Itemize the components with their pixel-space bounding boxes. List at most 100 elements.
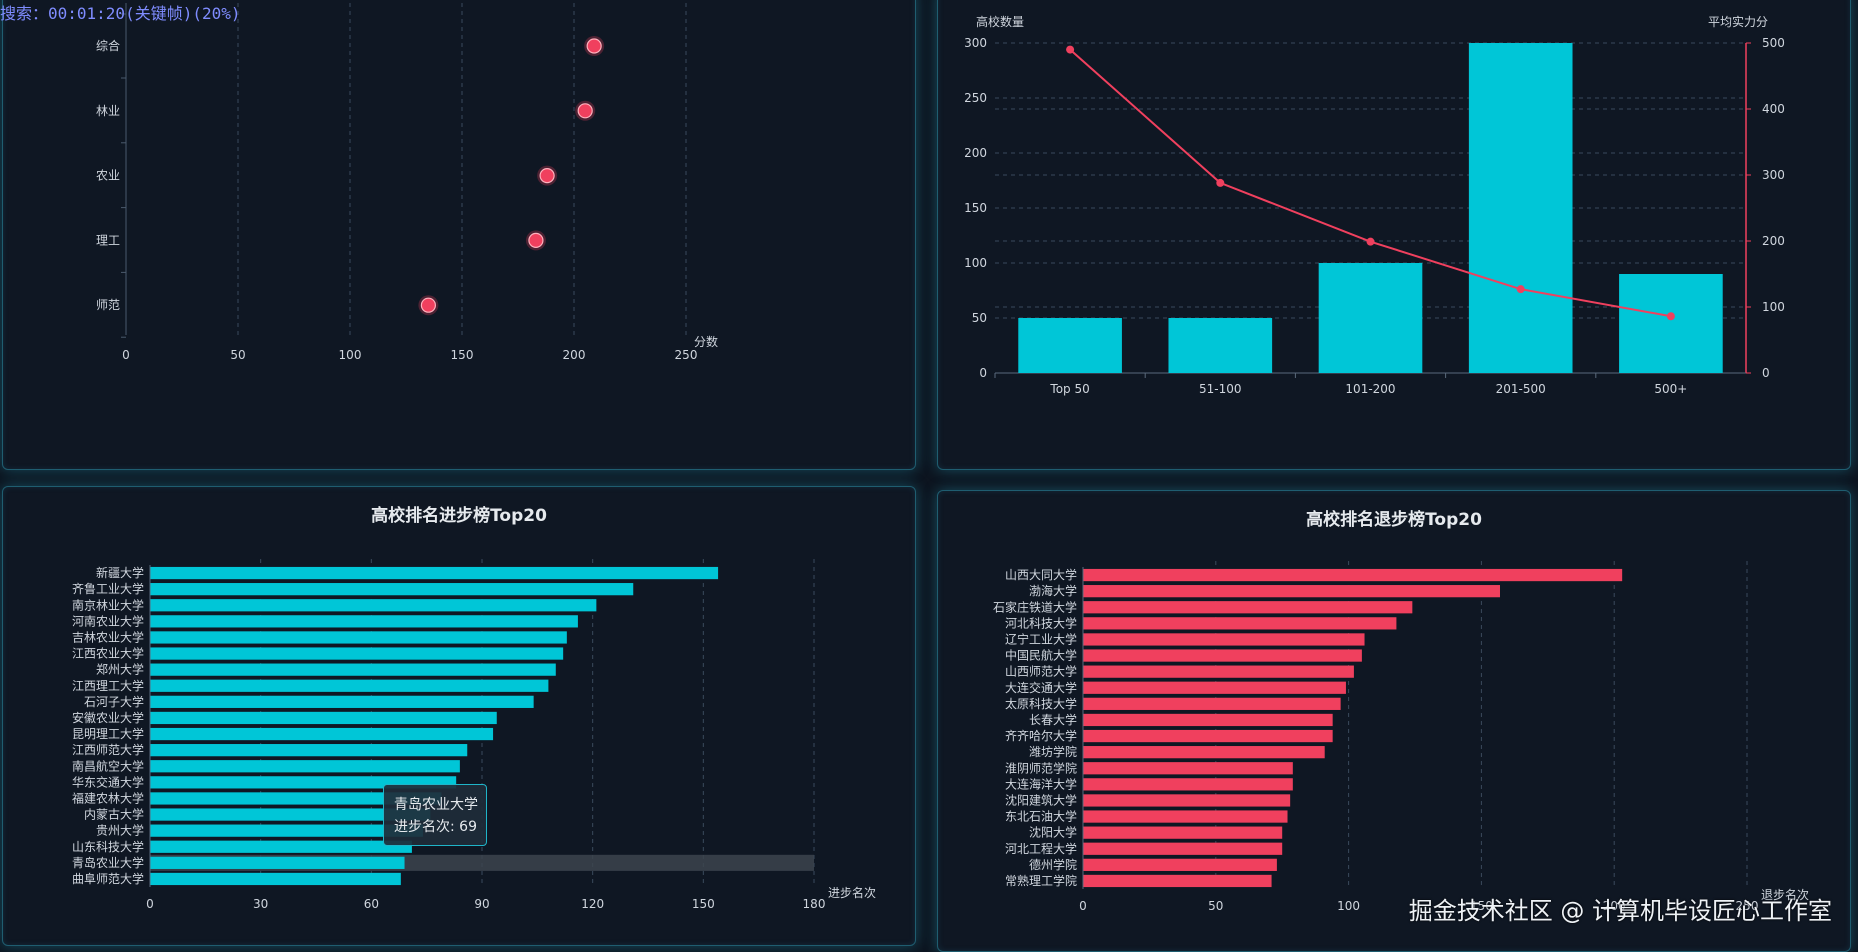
line-point [1366,237,1375,246]
x-tick-label: 180 [803,897,826,911]
scatter-point [528,232,544,248]
y-category-label: 吉林农业大学 [72,629,144,644]
bar [150,776,457,789]
y-category-label: 江西理工大学 [72,678,144,693]
y-category-label: 齐鲁工业大学 [72,581,144,596]
bar [1083,601,1413,614]
y-category-label: 郑州大学 [96,662,144,677]
y-left-tick-label: 0 [979,366,987,380]
x-tick-label: 60 [364,897,379,911]
panel-progress-chart: 高校排名进步榜Top20 0 30 60 90 120 150 180 新疆大学 齐鲁工业大学 南京… [2,486,916,946]
x-axis-name: 退步名次 [1761,887,1809,902]
x-tick-label: 100 [339,348,362,362]
y-category-label: 大连交通大学 [1005,680,1077,695]
line-point [1066,45,1075,54]
bar [1318,263,1423,373]
bar [1083,762,1293,775]
x-axis-name: 进步名次 [828,885,876,900]
bar [150,615,578,628]
y-category-label: 河南农业大学 [72,613,144,628]
bar [150,840,412,853]
y-left-axis-name: 高校数量 [976,14,1024,29]
bar [1468,43,1573,373]
bar [1619,274,1723,373]
y-left-tick-label: 300 [964,36,987,50]
y-category-label: 石河子大学 [84,694,144,709]
scatter-point [420,297,436,313]
bar [1083,810,1288,823]
watermark-text: 掘金技术社区 @ 计算机毕设匠心工作室 [1408,897,1832,925]
y-category-label: 农业 [96,169,120,183]
y-category-label: 中国民航大学 [1005,648,1077,663]
bar [150,695,534,708]
line-point [1666,312,1675,321]
y-category-label: 昆明理工大学 [72,726,144,741]
y-category-label: 东北石油大学 [1005,809,1077,824]
x-tick-label: 200 [563,348,586,362]
x-tick-label: 0 [146,897,154,911]
bar [150,566,719,580]
y-category-label: 山东科技大学 [72,839,144,854]
y-category-label: 华东交通大学 [72,774,144,789]
y-left-tick-label: 100 [964,256,987,270]
bar [1083,697,1341,710]
y-right-tick-label: 100 [1762,300,1785,314]
y-category-label: 福建农林大学 [72,790,144,805]
bar [150,663,556,676]
y-category-label: 林业 [96,104,120,118]
y-right-tick-label: 0 [1762,366,1770,380]
bar [150,679,549,692]
x-tick-label: 30 [253,897,268,911]
bar [150,631,567,644]
y-category-label: 淮阴师范学院 [1005,760,1077,775]
y-category-label: 山西师范大学 [1005,664,1077,679]
bar [1083,746,1325,759]
y-category-label: 山西大同大学 [1005,567,1077,582]
bar [1083,729,1333,743]
bar [1083,713,1333,727]
scatter-point [586,38,602,54]
bar [1083,826,1283,839]
x-tick-label: 100 [1337,899,1360,913]
y-category-label: 潍坊学院 [1029,744,1077,759]
bar [150,856,405,869]
bar [150,760,460,773]
x-category-label: 51-100 [1199,382,1242,396]
bar [1083,568,1623,582]
x-tick-label: 120 [581,897,604,911]
bar [150,808,431,821]
y-category-label: 理工 [96,233,120,247]
bar [1168,318,1273,373]
bar [150,792,442,805]
y-category-label: 新疆大学 [96,565,144,580]
bar [1083,665,1354,678]
x-category-label: 201-500 [1496,382,1546,396]
bar [1083,858,1277,871]
x-tick-label: 200 [1603,899,1626,913]
y-category-label: 江西农业大学 [72,646,144,661]
y-left-tick-label: 200 [964,146,987,160]
x-tick-label: 150 [692,897,715,911]
y-right-tick-label: 200 [1762,234,1785,248]
y-category-label: 内蒙古大学 [84,807,144,822]
y-left-tick-label: 250 [964,91,987,105]
y-right-tick-label: 300 [1762,168,1785,182]
progress-bar-chart: 高校排名进步榜Top20 0 30 60 90 120 150 180 新疆大学齐鲁工业大学南京… [72,505,876,911]
scatter-point [577,103,593,119]
y-category-label: 江西师范大学 [72,742,144,757]
tooltip-value: 进步名次: 69 [394,819,477,835]
bar [1083,681,1346,694]
combo-chart: 0 50 100 150 200 250 300 0 100 200 300 400 500 高校数量 平均… [964,14,1785,396]
bar [150,711,497,725]
y-category-label: 大连海洋大学 [1005,776,1077,791]
y-category-label: 齐齐哈尔大学 [1005,728,1077,743]
y-category-label: 河北科技大学 [1005,615,1077,630]
x-tick-label: 250 [675,348,698,362]
y-category-label: 贵州大学 [96,823,144,838]
bar [150,744,468,757]
y-right-tick-label: 400 [1762,102,1785,116]
bar [1083,617,1397,630]
y-right-tick-label: 500 [1762,36,1785,50]
scatter-point [539,168,555,184]
y-category-label: 青岛农业大学 [72,855,144,870]
